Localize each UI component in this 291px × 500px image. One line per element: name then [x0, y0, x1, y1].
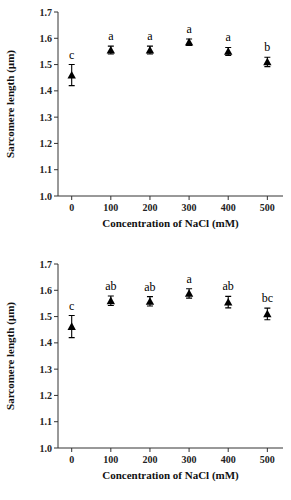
marker — [107, 297, 115, 305]
y-tick — [54, 448, 58, 449]
y-tick — [54, 316, 58, 317]
marker — [224, 47, 232, 55]
y-tick — [54, 264, 58, 265]
significance-letter: a — [108, 29, 114, 43]
significance-letter: a — [147, 29, 153, 43]
x-tick — [228, 448, 229, 452]
significance-letter: a — [186, 272, 192, 286]
x-tick-label: 200 — [142, 202, 157, 213]
chart: 1.0 1.1 1.2 1.3 1.4 1.5 1.6 1.7 0 100 200 300 400 500… — [0, 0, 291, 500]
y-axis-line — [58, 264, 59, 448]
x-tick — [149, 448, 150, 452]
y-axis-label: Sarcomere length (µm) — [4, 50, 17, 158]
data-group — [67, 38, 271, 86]
x-tick-label: 200 — [142, 454, 157, 465]
y-tick-label: 1.6 — [40, 33, 53, 44]
x-tick — [189, 196, 190, 200]
significance-letter: a — [186, 22, 192, 36]
x-tick-label: 0 — [69, 202, 74, 213]
x-tick-label: 500 — [260, 202, 275, 213]
y-tick-label: 1.3 — [40, 112, 53, 123]
significance-letter: ab — [144, 280, 155, 294]
y-tick — [54, 64, 58, 65]
y-tick — [54, 290, 58, 291]
x-tick-label: 100 — [103, 454, 118, 465]
y-tick-label: 1.5 — [40, 311, 53, 322]
y-tick — [54, 90, 58, 91]
significance-letter: ab — [223, 279, 234, 293]
panel: 1.0 1.1 1.2 1.3 1.4 1.5 1.6 1.7 0 100 200 300 400 500… — [4, 7, 283, 231]
y-tick-label: 1.1 — [40, 416, 53, 427]
marker — [67, 322, 75, 330]
y-tick — [54, 395, 58, 396]
x-tick — [110, 196, 111, 200]
x-tick — [71, 448, 72, 452]
x-tick-label: 0 — [69, 454, 74, 465]
y-tick-label: 1.7 — [40, 7, 53, 18]
x-tick — [71, 196, 72, 200]
x-axis-label: Concentration of NaCl (mM) — [102, 217, 239, 230]
data-group — [67, 289, 271, 338]
y-tick — [54, 196, 58, 197]
y-tick-label: 1.4 — [40, 85, 53, 96]
marker — [146, 46, 154, 54]
significance-letter: a — [226, 30, 232, 44]
x-tick — [110, 448, 111, 452]
x-axis-label: Concentration of NaCl (mM) — [102, 469, 239, 482]
y-axis-line — [58, 12, 59, 196]
marker — [263, 310, 271, 318]
significance-letter: c — [69, 48, 74, 62]
marker — [263, 58, 271, 66]
x-axis-line — [58, 196, 283, 197]
x-tick — [189, 448, 190, 452]
y-tick-label: 1.2 — [40, 390, 53, 401]
y-tick-label: 1.3 — [40, 364, 53, 375]
x-tick-label: 400 — [221, 202, 236, 213]
y-tick-label: 1.2 — [40, 138, 53, 149]
y-tick-label: 1.7 — [40, 259, 53, 270]
x-tick — [267, 196, 268, 200]
x-tick — [228, 196, 229, 200]
panel: 1.0 1.1 1.2 1.3 1.4 1.5 1.6 1.7 0 100 200 300 400 500… — [4, 259, 283, 483]
y-axis-label: Sarcomere length (µm) — [4, 302, 17, 410]
significance-letter: bc — [262, 291, 273, 305]
x-tick — [149, 196, 150, 200]
x-axis-line — [58, 448, 283, 449]
x-tick-label: 400 — [221, 454, 236, 465]
marker — [185, 38, 193, 46]
y-tick — [54, 421, 58, 422]
significance-letter: c — [69, 299, 74, 313]
x-tick-label: 100 — [103, 202, 118, 213]
x-tick-label: 300 — [182, 454, 197, 465]
marker — [185, 289, 193, 297]
x-tick-label: 300 — [182, 202, 197, 213]
y-tick-label: 1.1 — [40, 164, 53, 175]
y-tick-label: 1.0 — [40, 443, 53, 454]
x-tick — [267, 448, 268, 452]
y-tick — [54, 342, 58, 343]
y-tick-label: 1.6 — [40, 285, 53, 296]
y-tick-label: 1.4 — [40, 337, 53, 348]
y-tick — [54, 38, 58, 39]
y-tick — [54, 369, 58, 370]
y-tick — [54, 117, 58, 118]
x-tick-label: 500 — [260, 454, 275, 465]
y-tick-label: 1.0 — [40, 191, 53, 202]
marker — [224, 298, 232, 306]
marker — [107, 46, 115, 54]
significance-letter: ab — [105, 279, 116, 293]
y-tick — [54, 12, 58, 13]
marker — [146, 297, 154, 305]
y-tick — [54, 169, 58, 170]
y-tick-label: 1.5 — [40, 59, 53, 70]
y-tick — [54, 143, 58, 144]
marker — [67, 71, 75, 79]
significance-letter: b — [264, 40, 270, 54]
